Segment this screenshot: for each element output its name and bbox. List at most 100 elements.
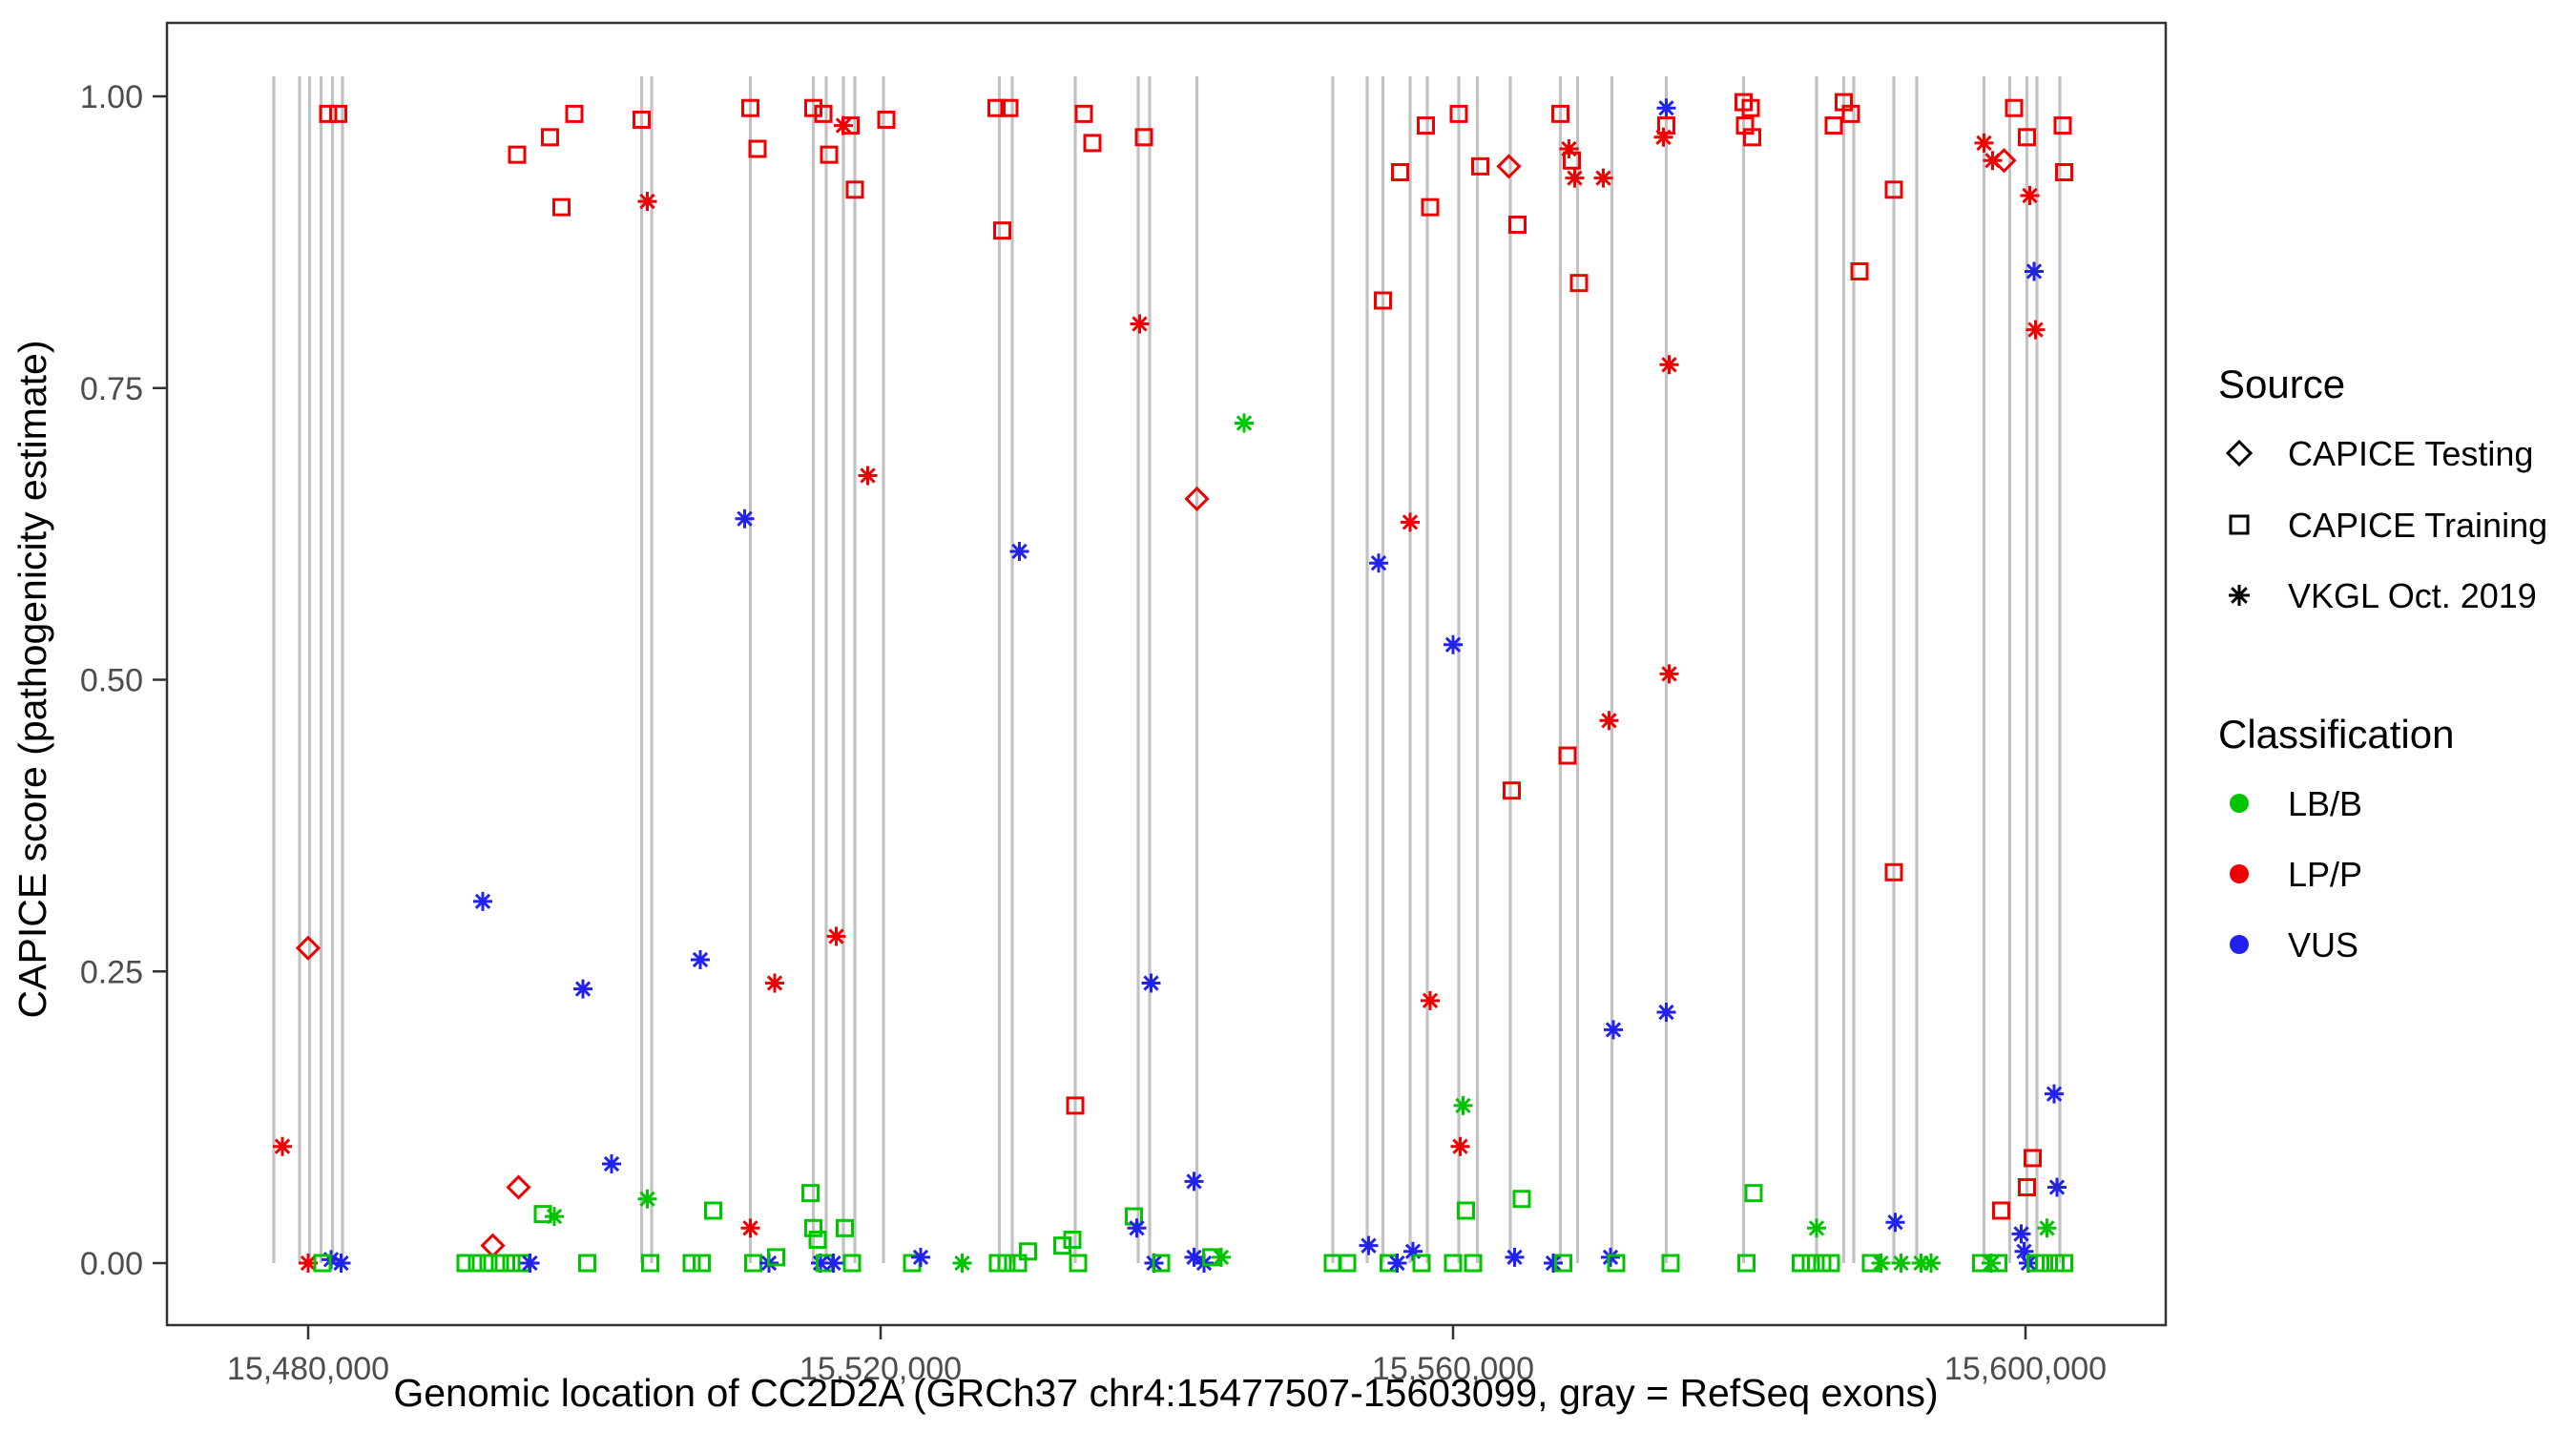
lpp-color-dot-icon [2230,864,2249,883]
y-tick-label: 0.25 [80,954,143,990]
data-point-asterisk [823,1254,843,1273]
data-point-square [836,1218,854,1237]
data-point-square [842,1254,862,1273]
data-point-square [1841,104,1860,123]
data-point-square [987,98,1006,117]
data-point-square [801,1184,820,1203]
data-point-square [804,1218,822,1237]
data-point-asterisk [1453,1095,1473,1115]
data-point-square [993,221,1011,240]
data-point-square [877,110,896,129]
data-point-square [329,104,347,123]
data-points-layer [273,93,2073,1273]
data-point-asterisk [1212,1247,1231,1267]
data-point-square [1053,1236,1071,1255]
data-point-square [1019,1242,1037,1261]
data-point-square [1992,1201,2010,1220]
data-point-asterisk [637,1189,657,1209]
plot-panel [165,21,2168,1327]
data-point-asterisk [740,1218,760,1238]
data-point-square [767,1248,785,1267]
data-point-square [1412,1254,1431,1273]
data-point-square [479,1254,498,1273]
data-point-square [641,1254,659,1273]
data-point-square [1741,98,1760,117]
data-point-asterisk [1505,1247,1525,1267]
vus-color-dot-icon [2230,935,2249,954]
data-point-square [748,139,767,158]
legend-item-capice-testing: CAPICE Testing [2288,434,2533,473]
data-point-square [633,110,651,129]
data-point-square [1792,1254,1810,1273]
data-point-asterisk [952,1254,972,1273]
data-point-square [1008,1254,1028,1273]
data-point-asterisk [273,1136,292,1156]
data-point-asterisk [1544,1254,1563,1273]
data-point-square [1083,134,1102,153]
data-point-asterisk [1911,1254,1931,1273]
legend-source: Source CAPICE Testing CAPICE Training VK… [2218,362,2547,615]
data-point-asterisk [1130,314,1150,334]
data-point-square [508,145,527,164]
data-point-asterisk [602,1154,621,1174]
legend-item-vus: VUS [2288,925,2358,964]
data-point-asterisk [1009,541,1029,561]
data-point-square [456,1254,475,1273]
data-point-square [541,128,559,147]
data-point-square [741,98,759,117]
data-point-asterisk [1559,139,1579,159]
data-point-square [1417,116,1435,135]
data-point-asterisk [1659,355,1679,375]
y-tick-label: 0.75 [80,371,143,407]
y-tick-label: 1.00 [80,79,143,115]
data-point-asterisk [2025,261,2044,281]
data-point-asterisk [2025,320,2046,340]
data-point-square [704,1201,722,1220]
data-point-square [313,1254,332,1273]
axes-layer: 15,480,000 15,520,000 15,560,000 15,600,000… [80,79,2107,1387]
data-point-asterisk [2047,1177,2067,1197]
data-point-square [1503,781,1521,800]
data-point-square [1554,1254,1572,1273]
data-point-asterisk [1922,1254,1941,1273]
exon-lines-layer [272,76,2062,1263]
data-point-square [814,104,833,123]
data-point-square [1152,1254,1171,1273]
data-point-square [1884,180,1903,199]
data-point-square [1069,1254,1088,1273]
vkgl-asterisk-icon [2229,585,2250,606]
data-point-asterisk [858,466,878,486]
data-point-asterisk [2011,1224,2031,1244]
data-point-square [820,145,839,164]
data-point-square [1743,128,1761,147]
data-point-square [1801,1254,1820,1273]
data-point-asterisk [1359,1235,1379,1255]
data-point-asterisk [331,1254,351,1273]
data-point-asterisk [1184,1172,1204,1192]
capice-training-square-icon [2229,514,2250,535]
data-point-asterisk [1604,1020,1623,1040]
data-point-asterisk [1974,133,1994,153]
data-point-diamond [295,935,322,961]
data-point-asterisk [1565,168,1585,188]
data-point-asterisk [637,192,657,212]
data-point-asterisk [1184,1247,1204,1267]
data-point-asterisk [1444,634,1463,654]
y-tick-label: 0.00 [80,1246,143,1282]
lbb-color-dot-icon [2230,794,2249,813]
data-point-square [467,1254,487,1273]
data-point-square [552,197,571,217]
data-point-asterisk [911,1247,930,1267]
data-point-square [1391,162,1409,181]
data-point-square [1558,746,1577,765]
data-point-asterisk [765,973,784,993]
data-point-asterisk [2045,1084,2064,1104]
data-point-asterisk [1141,973,1161,993]
data-point-diamond [506,1174,531,1200]
data-point-square [1737,1254,1755,1273]
data-point-square [1063,1231,1082,1250]
y-axis-label: CAPICE score (pathogenicity estimate) [10,341,54,1019]
data-point-square [2055,162,2073,181]
x-tick-label: 15,560,000 [1372,1351,1534,1387]
data-point-asterisk [1891,1254,1911,1273]
